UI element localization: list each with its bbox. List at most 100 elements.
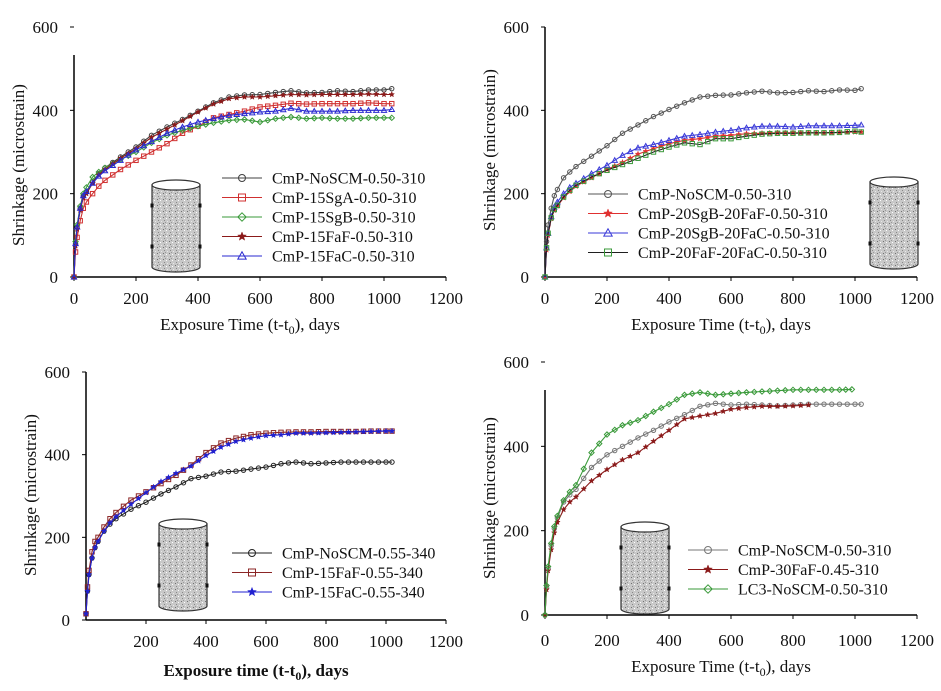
data-point [263, 464, 269, 470]
data-point [158, 491, 164, 497]
data-point [567, 169, 573, 175]
data-point [155, 133, 163, 140]
data-point [240, 436, 247, 443]
data-point [270, 462, 277, 469]
data-point [120, 506, 127, 514]
data-point [581, 475, 587, 482]
data-point [352, 428, 360, 435]
data-point [673, 421, 681, 428]
data-point [789, 386, 797, 394]
data-point [74, 234, 80, 241]
data-point [743, 90, 750, 96]
x-tick-label: 200 [133, 632, 159, 651]
series-CmP-20FaF-20FaC-0.50-310 [542, 128, 864, 280]
data-point [634, 150, 642, 157]
data-point [650, 427, 657, 434]
data-point [364, 106, 373, 113]
data-point [658, 146, 664, 153]
data-point [142, 489, 150, 496]
data-point [821, 401, 827, 407]
data-point [76, 204, 84, 211]
data-point [293, 459, 299, 465]
data-point [345, 428, 352, 436]
y-tick-label: 0 [62, 611, 71, 630]
data-point [857, 121, 865, 128]
y-axis-title: Shrinkage (microstrain) [480, 69, 499, 231]
data-point [828, 386, 836, 394]
data-point [720, 401, 726, 407]
data-point [842, 386, 850, 393]
data-point [560, 194, 567, 200]
data-point [544, 563, 552, 570]
data-point [735, 389, 743, 397]
data-point [279, 106, 287, 113]
data-point [554, 186, 561, 193]
data-point [232, 437, 240, 445]
data-point [821, 88, 827, 95]
data-point [271, 107, 280, 114]
data-point [365, 114, 372, 122]
legend-label: CmP-20SgB-20FaF-0.50-310 [638, 206, 828, 223]
data-point [248, 93, 256, 100]
legend-item: CmP-15FaC-0.50-310 [222, 249, 415, 266]
data-point [782, 89, 788, 96]
series-CmP-NoSCM-0.50-310 [542, 85, 864, 280]
data-point [360, 459, 367, 465]
data-point [619, 421, 626, 429]
data-point [102, 177, 108, 184]
data-point [163, 129, 171, 136]
data-point [225, 116, 233, 124]
x-tick-label: 1000 [367, 289, 401, 308]
data-point [843, 121, 851, 129]
data-point [270, 431, 277, 439]
data-point [83, 199, 90, 205]
y-tick-label: 0 [50, 268, 59, 287]
data-point [382, 427, 390, 434]
data-point [318, 107, 326, 114]
specimen-cylinder-icon [868, 176, 920, 270]
data-point [689, 97, 695, 103]
legend-marker-square-icon [248, 568, 256, 577]
data-point [673, 134, 681, 141]
legend-marker-star-icon [702, 564, 714, 574]
data-point [805, 386, 812, 394]
data-point [171, 121, 179, 128]
data-point [334, 90, 341, 98]
x-axis-title-main: Exposure time (t-t [163, 661, 295, 680]
data-point [358, 100, 364, 106]
data-point [308, 461, 314, 467]
data-point [781, 386, 789, 394]
chart-panel-bottom-right: 0 200 400 600 800 1000 1200 0 200 400 600 Exposure … [480, 353, 934, 679]
data-point [210, 119, 217, 127]
y-axis-title: Shrinkage (microstrain) [9, 84, 28, 246]
legend-item: LC3-NoSCM-0.50-310 [688, 582, 888, 599]
legend-marker-triangle-icon [236, 250, 248, 260]
data-point [835, 122, 844, 129]
data-point [256, 118, 264, 126]
y-tick-label: 0 [521, 606, 530, 625]
gauge-stud [198, 203, 202, 208]
data-point [135, 494, 142, 502]
data-point [743, 389, 750, 396]
data-point [567, 187, 573, 194]
data-point [285, 430, 292, 437]
data-point [368, 459, 374, 465]
data-point [750, 388, 758, 396]
data-point [217, 97, 225, 105]
x-tick-label: 1000 [838, 289, 872, 308]
data-point [813, 88, 819, 94]
chart-panel-bottom-left: 200 400 600 800 1000 1200 0 200 400 600 Exposure t… [21, 363, 463, 683]
data-point [603, 431, 611, 438]
x-tick-label: 200 [594, 289, 620, 308]
data-point [805, 88, 812, 94]
x-tick-label: 400 [193, 632, 219, 651]
data-point [650, 113, 657, 120]
data-point [264, 116, 272, 124]
data-point [758, 122, 766, 129]
data-point [333, 107, 342, 114]
data-point [345, 459, 352, 465]
data-point [797, 386, 805, 394]
data-point [383, 459, 389, 465]
data-point [202, 121, 210, 128]
